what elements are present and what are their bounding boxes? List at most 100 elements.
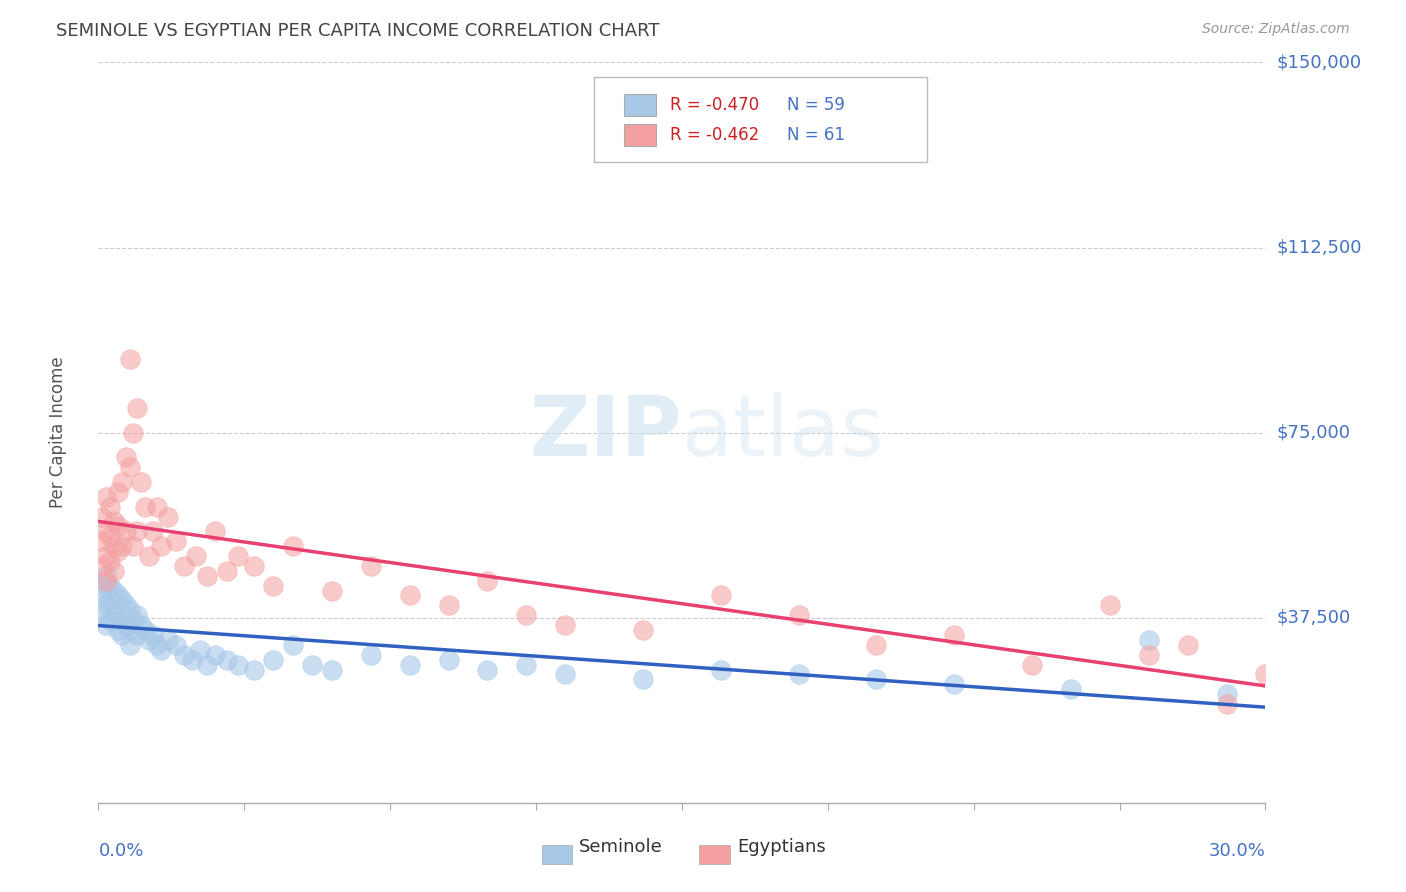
Point	[114, 524, 136, 539]
Point	[96, 568, 118, 582]
Point	[787, 608, 810, 623]
Point	[134, 623, 156, 637]
Point	[114, 599, 136, 613]
Point	[111, 539, 134, 553]
Point	[138, 632, 160, 647]
Point	[398, 657, 420, 672]
Point	[1060, 682, 1083, 697]
Point	[118, 603, 141, 617]
Point	[98, 579, 121, 593]
Point	[554, 618, 576, 632]
Point	[98, 554, 121, 568]
Point	[122, 613, 145, 627]
Point	[149, 539, 172, 553]
Text: atlas: atlas	[682, 392, 883, 473]
Point	[96, 618, 118, 632]
Point	[91, 589, 114, 603]
Point	[1137, 632, 1160, 647]
Bar	[624, 124, 657, 146]
Point	[142, 628, 165, 642]
Point	[1254, 667, 1277, 681]
Point	[437, 599, 460, 613]
Text: Source: ZipAtlas.com: Source: ZipAtlas.com	[1202, 22, 1350, 37]
Point	[111, 628, 134, 642]
Text: R = -0.470: R = -0.470	[671, 96, 759, 114]
Point	[114, 618, 136, 632]
Point	[710, 589, 733, 603]
Point	[865, 638, 887, 652]
Point	[477, 663, 499, 677]
Point	[91, 509, 114, 524]
Point	[180, 653, 202, 667]
Point	[118, 460, 141, 475]
Point	[195, 657, 218, 672]
Point	[631, 673, 654, 687]
Point	[360, 558, 382, 573]
Point	[96, 574, 118, 588]
Point	[118, 638, 141, 652]
Point	[173, 648, 195, 662]
Point	[127, 628, 149, 642]
Point	[103, 603, 125, 617]
Point	[114, 450, 136, 465]
Point	[321, 583, 343, 598]
Point	[437, 653, 460, 667]
Point	[262, 579, 284, 593]
Point	[243, 558, 266, 573]
Point	[262, 653, 284, 667]
Point	[91, 579, 114, 593]
Bar	[699, 845, 730, 864]
Point	[515, 608, 537, 623]
Point	[96, 524, 118, 539]
Point	[91, 608, 114, 623]
Text: $37,500: $37,500	[1277, 608, 1351, 627]
Point	[134, 500, 156, 514]
Point	[554, 667, 576, 681]
Point	[195, 568, 218, 582]
Point	[477, 574, 499, 588]
Point	[96, 490, 118, 504]
Point	[146, 638, 169, 652]
Point	[228, 549, 250, 563]
Point	[107, 544, 129, 558]
Point	[118, 623, 141, 637]
Point	[301, 657, 323, 672]
Point	[127, 524, 149, 539]
Text: N = 59: N = 59	[787, 96, 845, 114]
Point	[157, 632, 180, 647]
Point	[111, 613, 134, 627]
Point	[98, 613, 121, 627]
Point	[142, 524, 165, 539]
Point	[215, 564, 238, 578]
Point	[204, 524, 226, 539]
Point	[515, 657, 537, 672]
Point	[127, 401, 149, 415]
Point	[1021, 657, 1043, 672]
Text: $150,000: $150,000	[1277, 54, 1361, 71]
Point	[96, 599, 118, 613]
Point	[943, 677, 966, 691]
Point	[631, 623, 654, 637]
Point	[1137, 648, 1160, 662]
Point	[360, 648, 382, 662]
Point	[96, 549, 118, 563]
Point	[1177, 638, 1199, 652]
Point	[98, 593, 121, 607]
Point	[103, 539, 125, 553]
Point	[943, 628, 966, 642]
Point	[321, 663, 343, 677]
Point	[111, 593, 134, 607]
Text: Egyptians: Egyptians	[737, 838, 825, 856]
Point	[103, 564, 125, 578]
Point	[243, 663, 266, 677]
Text: 30.0%: 30.0%	[1209, 842, 1265, 860]
Point	[204, 648, 226, 662]
Point	[146, 500, 169, 514]
Point	[111, 475, 134, 489]
Point	[787, 667, 810, 681]
Point	[129, 618, 152, 632]
FancyBboxPatch shape	[595, 78, 927, 162]
Point	[281, 638, 304, 652]
Point	[127, 608, 149, 623]
Point	[281, 539, 304, 553]
